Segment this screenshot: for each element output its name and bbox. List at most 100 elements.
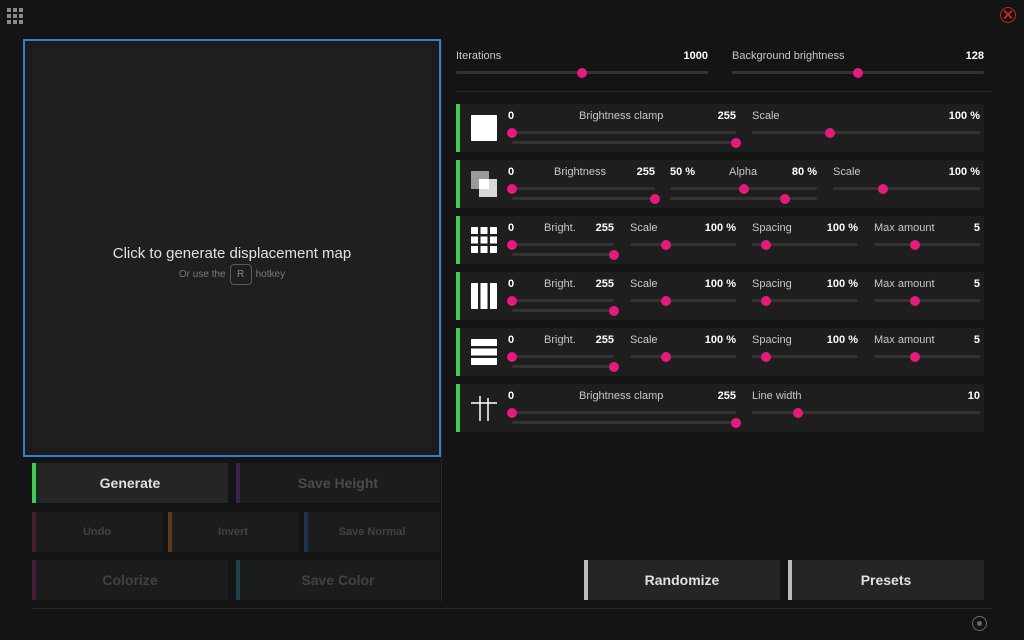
clamp-max-slider[interactable] (512, 137, 741, 148)
bright-min-handle[interactable] (507, 351, 517, 362)
bright-max-handle[interactable] (609, 249, 619, 260)
bright-min-slider[interactable] (507, 351, 614, 362)
max-amount-slider[interactable] (874, 239, 980, 250)
clamp-min-handle[interactable] (507, 407, 517, 418)
bright-min-value: 0 (508, 222, 515, 234)
brightness-max-handle[interactable] (650, 193, 660, 204)
undo-button[interactable]: Undo (32, 512, 162, 552)
colorize-button[interactable]: Colorize (32, 560, 228, 600)
clamp-max-handle[interactable] (731, 417, 741, 428)
save-height-button[interactable]: Save Height (236, 463, 440, 503)
scale-slider[interactable] (630, 295, 736, 306)
colorize-accent (32, 560, 36, 600)
invert-button[interactable]: Invert (168, 512, 298, 552)
presets-button[interactable]: Presets (788, 560, 984, 600)
randomize-accent (584, 560, 588, 600)
max-amount-handle[interactable] (910, 239, 921, 250)
brightness-label: Brightness (554, 166, 606, 178)
lines-icon (471, 396, 497, 421)
max-amount-slider[interactable] (874, 295, 980, 306)
clamp-min-slider[interactable] (507, 127, 736, 138)
bright-max-slider[interactable] (512, 361, 619, 372)
spacing-slider[interactable] (752, 239, 858, 250)
iterations-slider-handle[interactable] (577, 67, 587, 78)
apps-grid-icon[interactable] (7, 8, 23, 24)
iterations-slider[interactable] (456, 67, 708, 78)
scale-slider[interactable] (752, 127, 980, 138)
background-brightness-label: Background brightness (732, 50, 845, 62)
randomize-button[interactable]: Randomize (584, 560, 780, 600)
bright-min-handle[interactable] (507, 295, 517, 306)
alpha-min-handle[interactable] (738, 183, 749, 194)
max-amount-slider[interactable] (874, 351, 980, 362)
save-normal-button[interactable]: Save Normal (304, 512, 440, 552)
spacing-handle[interactable] (760, 351, 771, 362)
scale-slider[interactable] (630, 351, 736, 362)
generate-accent (32, 463, 36, 503)
clamp-max-slider[interactable] (512, 417, 741, 428)
max-amount-handle[interactable] (910, 351, 921, 362)
scale-slider[interactable] (833, 183, 980, 194)
max-amount-handle[interactable] (910, 295, 921, 306)
displacement-canvas[interactable]: Click to generate displacement map Or us… (23, 39, 441, 457)
background-brightness-slider[interactable] (732, 67, 984, 78)
scale-handle[interactable] (824, 127, 835, 138)
bright-max-slider[interactable] (512, 249, 619, 260)
scale-slider[interactable] (630, 239, 736, 250)
spacing-slider[interactable] (752, 295, 858, 306)
save-color-label: Save Color (301, 572, 375, 588)
clamp-min-slider[interactable] (507, 407, 736, 418)
bright-max-handle[interactable] (609, 361, 619, 372)
invert-label: Invert (218, 526, 248, 538)
vertical-divider (441, 40, 442, 602)
target-icon[interactable] (972, 616, 987, 631)
scale-handle[interactable] (661, 351, 672, 362)
alpha-min-slider[interactable] (670, 183, 817, 194)
presets-label: Presets (860, 572, 912, 588)
layer-row-transparent-squares: 0 Brightness 255 50 % Alpha 80 % Scale 1… (456, 160, 984, 208)
brightness-min-slider[interactable] (507, 183, 655, 194)
save-height-label: Save Height (297, 475, 379, 491)
alpha-min-value: 50 % (670, 166, 696, 178)
bright-max-slider[interactable] (512, 305, 619, 316)
brightness-max-slider[interactable] (512, 193, 660, 204)
scale-label: Scale (630, 278, 658, 290)
clamp-max-handle[interactable] (731, 137, 741, 148)
bright-label: Bright. (544, 278, 576, 290)
spacing-slider[interactable] (752, 351, 858, 362)
save-color-button[interactable]: Save Color (236, 560, 440, 600)
bright-min-slider[interactable] (507, 239, 614, 250)
bright-max-handle[interactable] (609, 305, 619, 316)
layer-row-accent (456, 272, 460, 320)
bright-min-value: 0 (508, 334, 515, 346)
scale-value: 100 % (948, 166, 980, 178)
layer-row-grid: 0 Bright. 255 Scale 100 % Spacing 100 % … (456, 216, 984, 264)
undo-label: Undo (82, 526, 112, 538)
scale-handle[interactable] (661, 239, 672, 250)
canvas-title: Click to generate displacement map (112, 245, 352, 262)
save-color-accent (236, 560, 240, 600)
line-width-handle[interactable] (792, 407, 803, 418)
scale-handle[interactable] (661, 295, 672, 306)
spacing-handle[interactable] (760, 295, 771, 306)
background-brightness-slider-handle[interactable] (853, 67, 863, 78)
bright-min-slider[interactable] (507, 295, 614, 306)
alpha-max-slider[interactable] (670, 193, 817, 204)
bright-min-handle[interactable] (507, 239, 517, 250)
scale-label: Scale (630, 334, 658, 346)
brightness-min-handle[interactable] (507, 183, 517, 194)
scale-handle[interactable] (877, 183, 888, 194)
spacing-label: Spacing (752, 278, 792, 290)
generate-button[interactable]: Generate (32, 463, 228, 503)
spacing-handle[interactable] (760, 239, 771, 250)
hotkey-key: R (229, 264, 252, 285)
max-amount-label: Max amount (874, 278, 935, 290)
close-icon[interactable] (1000, 7, 1016, 23)
line-width-slider[interactable] (752, 407, 980, 418)
generate-label: Generate (99, 475, 161, 491)
background-brightness-value: 128 (965, 50, 984, 62)
alpha-max-handle[interactable] (779, 193, 790, 204)
canvas-area[interactable]: Click to generate displacement map Or us… (32, 48, 432, 448)
clamp-min-handle[interactable] (507, 127, 517, 138)
save-normal-accent (304, 512, 308, 552)
